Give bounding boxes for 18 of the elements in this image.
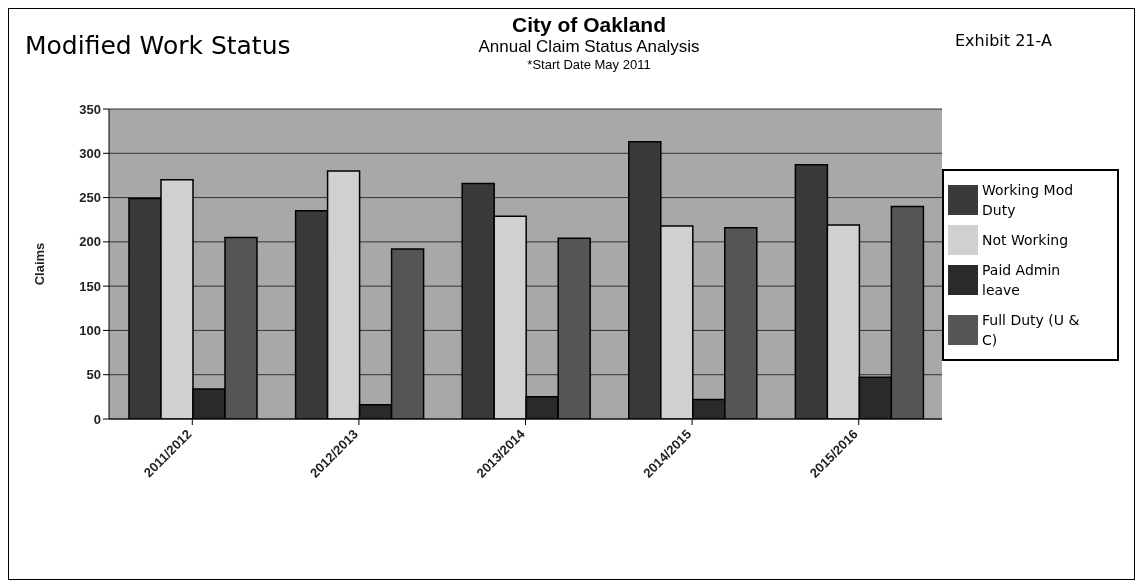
legend-label: Not Working (982, 231, 1070, 250)
chart-subtitle: Annual Claim Status Analysis (477, 37, 701, 57)
legend-label: Paid Admin leave (982, 261, 1062, 300)
y-tick-label: 350 (79, 101, 101, 117)
text: Modified Work Status (25, 31, 291, 60)
y-axis-title: Claims (31, 242, 47, 286)
y-tick-label: 0 (93, 411, 101, 427)
y-tick-label: 200 (79, 234, 101, 250)
chart-title: City of Oakland (511, 13, 667, 37)
y-tick-label: 100 (79, 323, 101, 339)
y-tick-label: 150 (79, 278, 101, 294)
legend-label: Working Mod Duty (982, 181, 1075, 220)
y-tick-label: 250 (79, 190, 101, 206)
text: *Start Date May 2011 (526, 57, 652, 72)
text: Exhibit 21-A (955, 31, 1052, 50)
legend-label: Full Duty (U & C) (982, 311, 1081, 350)
y-tick-label: 50 (86, 367, 101, 383)
y-tick-label: 300 (79, 145, 101, 161)
